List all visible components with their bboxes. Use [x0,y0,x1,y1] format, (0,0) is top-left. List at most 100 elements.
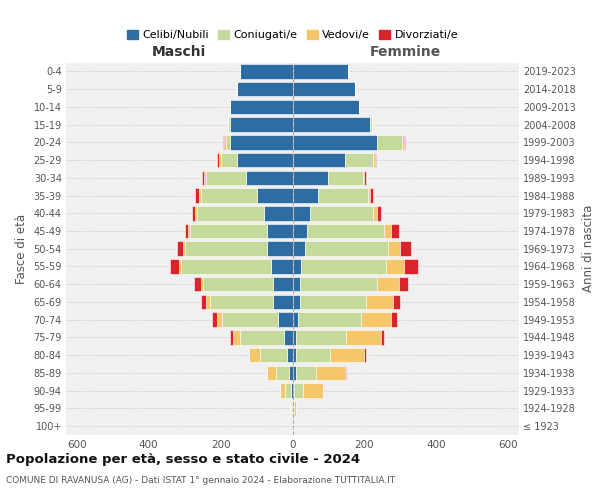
Bar [346,330,380,344]
Bar [223,312,278,327]
Bar [188,224,190,238]
Bar [210,294,273,309]
Bar [400,242,411,256]
Bar [290,401,291,415]
Bar [264,206,293,220]
Bar [196,188,199,203]
Bar [377,277,398,291]
Bar [293,118,370,132]
Bar [192,206,196,220]
Bar [230,330,233,344]
Bar [293,348,296,362]
Bar [170,259,179,274]
Bar [212,312,217,327]
Bar [330,348,364,362]
Bar [362,170,364,185]
Bar [293,294,299,309]
Bar [377,135,402,150]
Bar [185,224,188,238]
Bar [194,277,201,291]
Bar [305,242,388,256]
Bar [278,312,293,327]
Bar [299,294,366,309]
Text: COMUNE DI RAVANUSA (AG) - Dati ISTAT 1° gennaio 2024 - Elaborazione TUTTITALIA.I: COMUNE DI RAVANUSA (AG) - Dati ISTAT 1° … [6,476,395,485]
Bar [226,135,230,150]
Bar [404,259,418,274]
Bar [316,366,344,380]
Bar [201,277,203,291]
Bar [393,294,400,309]
Bar [388,242,400,256]
Bar [294,384,303,398]
Bar [317,188,368,203]
Bar [293,100,359,114]
Bar [293,224,307,238]
Bar [380,330,384,344]
Bar [293,384,294,398]
Bar [287,348,293,362]
Bar [250,348,260,362]
Bar [293,259,301,274]
Bar [230,135,293,150]
Bar [284,330,293,344]
Bar [375,153,376,168]
Bar [402,135,404,150]
Bar [293,366,296,380]
Bar [298,312,361,327]
Bar [307,224,384,238]
Bar [219,153,221,168]
Bar [291,401,292,415]
Bar [293,153,344,168]
Bar [280,384,286,398]
Bar [224,135,226,150]
Bar [364,170,366,185]
Legend: Celibi/Nubili, Coniugati/e, Vedovi/e, Divorziati/e: Celibi/Nubili, Coniugati/e, Vedovi/e, Di… [122,25,463,44]
Bar [361,312,391,327]
Bar [370,188,373,203]
Bar [201,188,257,203]
Bar [206,294,210,309]
Bar [303,384,323,398]
Bar [205,170,206,185]
Bar [292,401,293,415]
Bar [294,401,296,415]
Bar [197,206,264,220]
Bar [257,188,293,203]
Bar [237,82,293,96]
Bar [230,118,293,132]
Bar [293,312,298,327]
Bar [246,170,293,185]
Bar [299,277,377,291]
Bar [310,206,373,220]
Bar [268,366,277,380]
Bar [237,153,293,168]
Bar [217,312,223,327]
Bar [384,224,391,238]
Bar [328,170,362,185]
Bar [366,294,393,309]
Bar [301,259,386,274]
Bar [202,170,205,185]
Bar [233,330,241,344]
Bar [190,224,268,238]
Bar [241,64,293,78]
Bar [368,188,370,203]
Bar [296,330,346,344]
Bar [291,384,293,398]
Bar [293,135,377,150]
Bar [268,242,293,256]
Bar [377,206,380,220]
Bar [373,153,375,168]
Bar [201,294,206,309]
Bar [293,206,310,220]
Bar [373,206,377,220]
Bar [386,259,404,274]
Bar [293,170,328,185]
Text: Femmine: Femmine [370,45,442,59]
Bar [293,401,294,415]
Bar [344,153,373,168]
Y-axis label: Anni di nascita: Anni di nascita [581,205,595,292]
Bar [391,224,398,238]
Bar [268,224,293,238]
Bar [293,64,348,78]
